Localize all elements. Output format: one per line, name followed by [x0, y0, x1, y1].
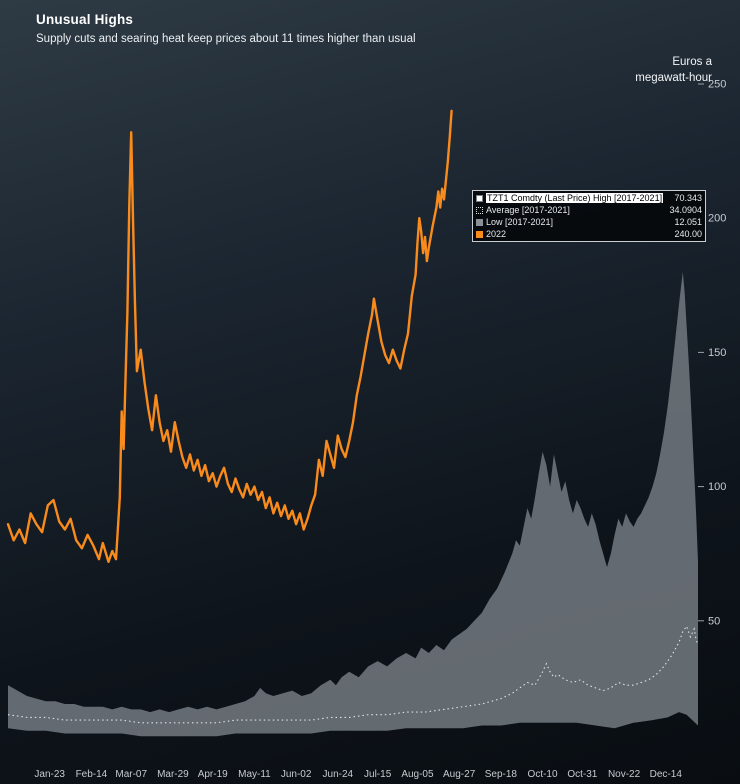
page-title: Unusual Highs: [36, 12, 134, 27]
x-tick-label: Jul-15: [364, 769, 392, 780]
legend-label-high: TZT1 Comdty (Last Price) High [2017-2021…: [486, 193, 664, 203]
x-tick-label: Oct-31: [567, 769, 597, 780]
x-tick-label: Oct-10: [528, 769, 558, 780]
historical-range-band: [8, 271, 698, 737]
x-tick-label: Mar-29: [157, 769, 189, 780]
y-axis-unit-label: Euros a megawatt-hour: [635, 54, 712, 86]
average-line: [7, 625, 699, 724]
x-tick-label: Mar-07: [115, 769, 147, 780]
y-axis-unit-line2: megawatt-hour: [635, 72, 712, 85]
legend-row-2022[interactable]: 2022 240.00: [475, 228, 703, 240]
average-series-swatch-icon: [476, 206, 483, 214]
x-tick-label: Aug-27: [443, 769, 476, 780]
legend-label-2022: 2022: [486, 229, 507, 239]
x-tick-label: Jun-02: [281, 769, 312, 780]
low-series-swatch-icon: [476, 218, 483, 226]
y-tick-label: 200: [708, 213, 726, 225]
legend-label-average: Average [2017-2021]: [486, 205, 570, 215]
x-tick-label: Jan-23: [34, 769, 65, 780]
current-year-line: [6, 109, 453, 563]
y-tick-label: 50: [708, 615, 720, 627]
legend-value-high: 70.343: [674, 193, 702, 203]
legend-row-average[interactable]: Average [2017-2021] 34.0904: [475, 204, 703, 216]
x-tick-label: Sep-18: [485, 769, 518, 780]
x-tick-label: Dec-14: [650, 769, 683, 780]
high-series-swatch-icon: [476, 194, 483, 202]
x-tick-label: May-11: [238, 769, 271, 780]
legend-row-low[interactable]: Low [2017-2021] 12.051: [475, 216, 703, 228]
legend-row-high[interactable]: TZT1 Comdty (Last Price) High [2017-2021…: [475, 192, 703, 204]
legend-value-low: 12.051: [674, 217, 702, 227]
y-tick-label: 250: [708, 79, 726, 91]
legend-value-2022: 240.00: [674, 229, 702, 239]
current-series-swatch-icon: [476, 230, 483, 238]
chart-subtitle: Supply cuts and searing heat keep prices…: [36, 33, 416, 45]
x-tick-label: Apr-19: [198, 769, 228, 780]
x-tick-label: Jun-24: [323, 769, 354, 780]
y-axis-unit-line1: Euros a: [672, 56, 712, 68]
x-tick-label: Feb-14: [76, 769, 108, 780]
x-tick-label: Nov-22: [608, 769, 641, 780]
legend-label-low: Low [2017-2021]: [486, 217, 554, 227]
legend: TZT1 Comdty (Last Price) High [2017-2021…: [472, 190, 706, 242]
chart-header: Unusual Highs Supply cuts and searing he…: [36, 12, 416, 45]
x-tick-label: Aug-05: [401, 769, 434, 780]
legend-value-average: 34.0904: [669, 205, 702, 215]
y-tick-label: 150: [708, 347, 726, 359]
y-tick-label: 100: [708, 481, 726, 493]
